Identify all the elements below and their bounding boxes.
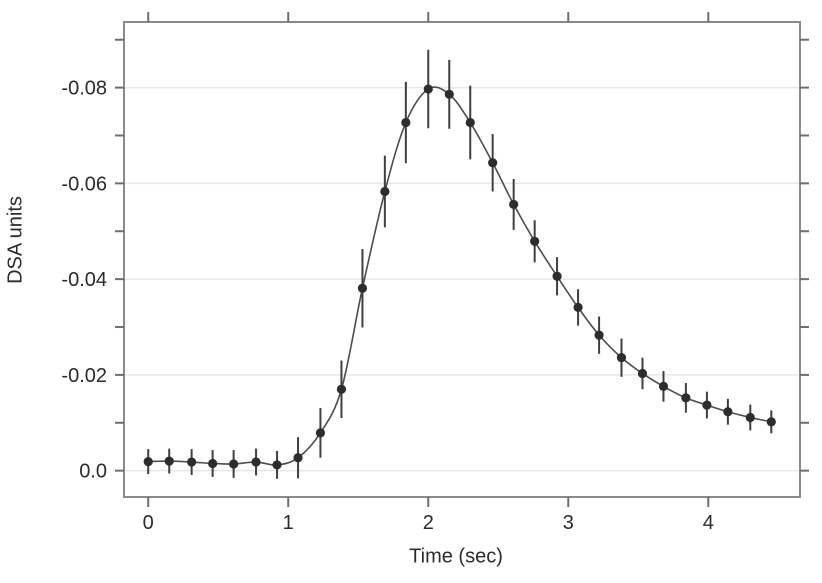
data-point (637, 368, 648, 379)
data-point (702, 400, 712, 410)
data-point (423, 84, 433, 94)
data-point (143, 456, 153, 467)
data-point (509, 199, 519, 210)
x-tick-label: 0 (143, 512, 154, 534)
x-tick-label: 4 (703, 512, 714, 534)
y-axis-title: DSA units (4, 196, 27, 284)
data-point (336, 384, 347, 394)
data-point (401, 117, 411, 128)
data-point (357, 283, 368, 293)
data-point (187, 457, 197, 467)
y-tick-label: -0.04 (61, 269, 107, 291)
data-point (488, 158, 498, 168)
data-point (208, 458, 218, 469)
series-line (148, 86, 772, 466)
data-point (229, 459, 239, 469)
plot-frame (123, 21, 801, 498)
x-tick-label: 1 (283, 512, 294, 534)
data-point (594, 330, 604, 340)
y-tick-label: -0.06 (61, 173, 107, 195)
data-point (681, 393, 691, 403)
data-point (745, 412, 755, 423)
x-axis-title: Time (sec) (409, 545, 503, 568)
data-point (444, 89, 454, 99)
x-tick-label: 2 (423, 512, 434, 534)
x-tick-label: 3 (563, 512, 574, 534)
data-point (164, 456, 174, 466)
data-point (293, 453, 303, 463)
data-point (380, 186, 390, 197)
y-tick-label: -0.08 (61, 78, 107, 100)
data-point (465, 117, 475, 128)
y-tick-label: 0.0 (79, 461, 107, 483)
data-point (251, 457, 261, 467)
data-point (573, 302, 583, 312)
data-point (616, 353, 627, 363)
y-tick-label: -0.02 (61, 365, 107, 387)
data-point (658, 381, 669, 391)
data-point (530, 236, 540, 246)
data-point (723, 407, 733, 417)
data-point (315, 428, 326, 438)
data-point (766, 417, 776, 427)
data-point (272, 460, 282, 470)
data-point (552, 271, 562, 281)
